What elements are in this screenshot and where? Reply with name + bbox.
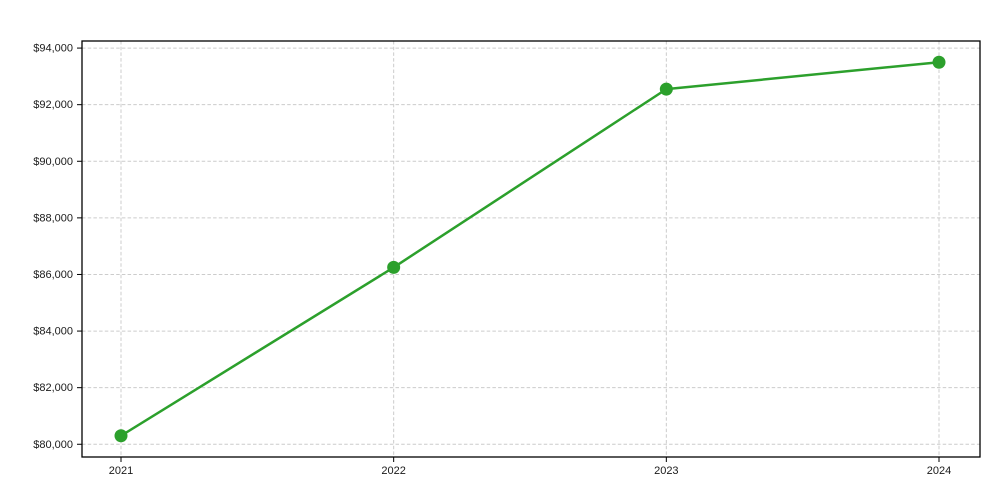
x-tick-label: 2023 bbox=[654, 465, 678, 477]
data-point-2024 bbox=[932, 55, 946, 69]
y-tick-label: $84,000 bbox=[33, 326, 73, 338]
data-point-2021 bbox=[114, 429, 128, 443]
y-tick-label: $88,000 bbox=[33, 212, 73, 224]
y-tick-label: $94,000 bbox=[33, 43, 73, 55]
data-point-2023 bbox=[659, 82, 673, 96]
y-tick-label: $82,000 bbox=[33, 382, 73, 394]
y-tick-label: $92,000 bbox=[33, 99, 73, 111]
gridlines bbox=[82, 41, 980, 457]
y-tick-label: $80,000 bbox=[33, 439, 73, 451]
y-tick-label: $90,000 bbox=[33, 156, 73, 168]
x-tick-label: 2021 bbox=[109, 465, 133, 477]
x-tick-label: 2022 bbox=[381, 465, 405, 477]
data-point-2022 bbox=[387, 260, 401, 274]
trend-line bbox=[119, 60, 941, 438]
tick-marks bbox=[77, 47, 940, 462]
plot-border bbox=[81, 40, 981, 458]
x-tick-label: 2024 bbox=[927, 465, 951, 477]
y-tick-label: $86,000 bbox=[33, 269, 73, 281]
